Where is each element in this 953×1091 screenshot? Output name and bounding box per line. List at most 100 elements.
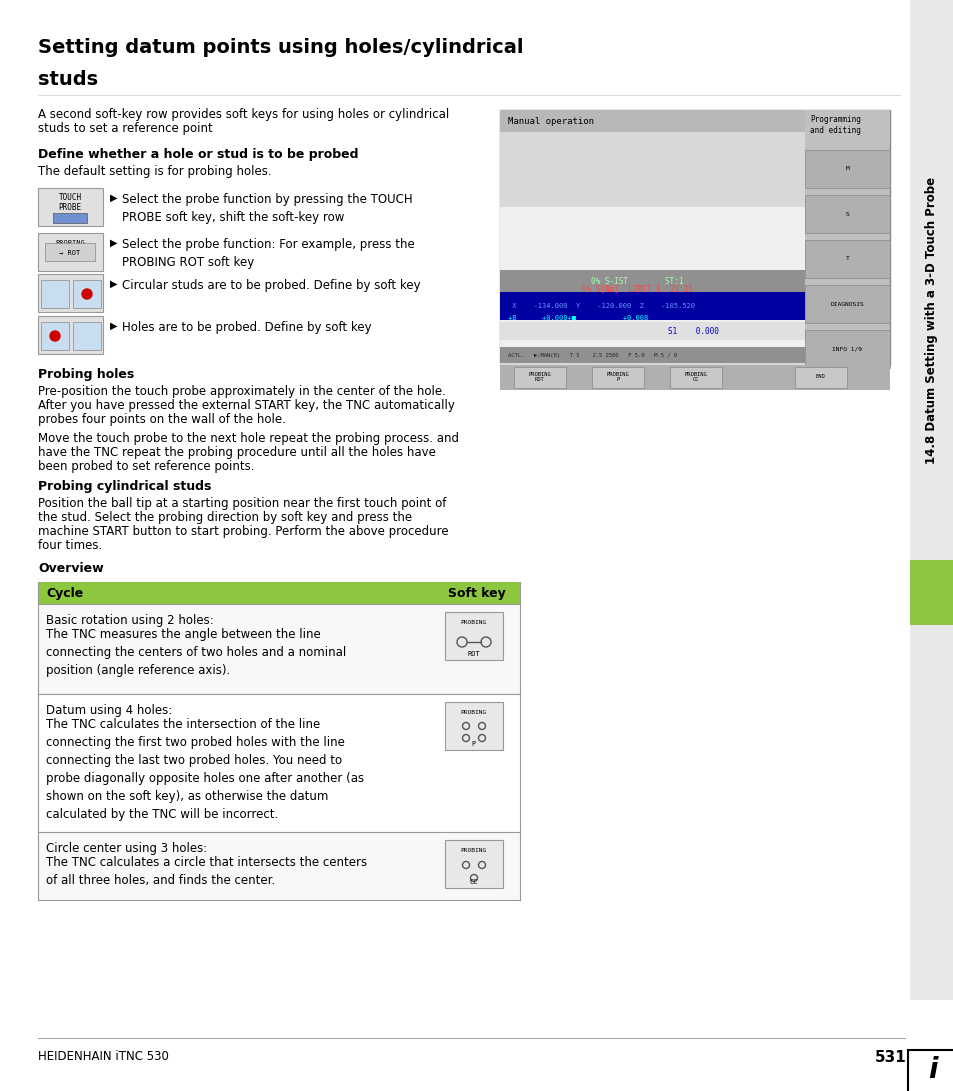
Text: A second soft-key row provides soft keys for using holes or cylindrical: A second soft-key row provides soft keys… xyxy=(38,108,449,121)
Text: Move the touch probe to the next hole repeat the probing process. and: Move the touch probe to the next hole re… xyxy=(38,432,458,445)
Bar xyxy=(592,367,643,388)
Text: +B      +0.000+■           +0.008: +B +0.000+■ +0.008 xyxy=(507,315,648,321)
Text: machine START button to start probing. Perform the above procedure: machine START button to start probing. P… xyxy=(38,525,448,538)
Text: Pre-position the touch probe approximately in the center of the hole.: Pre-position the touch probe approximate… xyxy=(38,385,445,398)
Text: PROBING: PROBING xyxy=(55,240,85,245)
Text: Select the probe function: For example, press the
PROBING ROT soft key: Select the probe function: For example, … xyxy=(122,238,415,269)
Text: have the TNC repeat the probing procedure until all the holes have: have the TNC repeat the probing procedur… xyxy=(38,446,436,459)
Bar xyxy=(669,367,721,388)
Bar xyxy=(73,322,101,350)
Text: PROBING: PROBING xyxy=(460,709,487,715)
Text: Datum using 4 holes:: Datum using 4 holes: xyxy=(46,704,172,717)
Text: the stud. Select the probing direction by soft key and press the: the stud. Select the probing direction b… xyxy=(38,511,412,524)
Bar xyxy=(499,110,889,365)
Text: been probed to set reference points.: been probed to set reference points. xyxy=(38,460,254,473)
Text: four times.: four times. xyxy=(38,539,102,552)
Text: DIAGNOSIS: DIAGNOSIS xyxy=(830,301,863,307)
Bar xyxy=(804,195,889,233)
Text: Overview: Overview xyxy=(38,562,104,575)
Text: Circle center using 3 holes:: Circle center using 3 holes: xyxy=(46,842,207,855)
Text: ROT: ROT xyxy=(467,651,480,657)
Text: ▶: ▶ xyxy=(110,238,117,248)
Bar xyxy=(444,612,502,660)
Bar xyxy=(38,604,519,694)
Bar xyxy=(804,149,889,188)
Text: PROBING: PROBING xyxy=(460,620,487,624)
Text: 14.8 Datum Setting with a 3-D Touch Probe: 14.8 Datum Setting with a 3-D Touch Prob… xyxy=(924,177,938,464)
Bar xyxy=(804,110,889,145)
Text: INFO 1/9: INFO 1/9 xyxy=(832,347,862,351)
Bar xyxy=(794,367,846,388)
Circle shape xyxy=(50,331,60,341)
Text: PROBING
ROT: PROBING ROT xyxy=(528,372,551,383)
Bar xyxy=(444,702,502,750)
Text: i: i xyxy=(927,1056,937,1084)
Text: END: END xyxy=(815,374,824,380)
Text: 0% S[Nm]  LIMIT 1  21:21: 0% S[Nm] LIMIT 1 21:21 xyxy=(581,285,692,293)
Text: HEIDENHAIN iTNC 530: HEIDENHAIN iTNC 530 xyxy=(38,1050,169,1063)
Text: Select the probe function by pressing the TOUCH
PROBE soft key, shift the soft-k: Select the probe function by pressing th… xyxy=(122,193,413,224)
Text: studs to set a reference point: studs to set a reference point xyxy=(38,122,213,135)
Bar xyxy=(804,240,889,278)
Text: Soft key: Soft key xyxy=(448,587,505,599)
Bar xyxy=(53,213,87,223)
Bar xyxy=(41,322,69,350)
Text: Probing cylindrical studs: Probing cylindrical studs xyxy=(38,480,212,493)
Text: S1    0.000: S1 0.000 xyxy=(667,326,718,336)
Text: → ROT: → ROT xyxy=(59,250,81,256)
Text: ▶: ▶ xyxy=(110,279,117,289)
Bar xyxy=(499,110,804,365)
Text: Define whether a hole or stud is to be probed: Define whether a hole or stud is to be p… xyxy=(38,148,358,161)
Bar xyxy=(38,694,519,832)
Text: The TNC calculates a circle that intersects the centers
of all three holes, and : The TNC calculates a circle that interse… xyxy=(46,856,367,887)
Text: ▶: ▶ xyxy=(110,193,117,203)
Bar xyxy=(499,269,804,292)
Text: Manual operation: Manual operation xyxy=(507,117,594,125)
Bar xyxy=(907,1050,953,1091)
Text: TOUCH: TOUCH xyxy=(58,193,81,203)
Text: Holes are to be probed. Define by soft key: Holes are to be probed. Define by soft k… xyxy=(122,321,372,334)
Text: The TNC measures the angle between the line
connecting the centers of two holes : The TNC measures the angle between the l… xyxy=(46,628,346,678)
Text: PROBING
CC: PROBING CC xyxy=(684,372,706,383)
Bar xyxy=(499,207,804,360)
Text: PROBING
P: PROBING P xyxy=(606,372,629,383)
Text: P: P xyxy=(472,741,476,747)
Bar xyxy=(38,188,103,226)
Text: T: T xyxy=(844,256,848,262)
Bar xyxy=(38,316,103,353)
Bar xyxy=(909,560,953,625)
Bar xyxy=(38,832,519,900)
Text: studs: studs xyxy=(38,70,98,89)
Text: ▶: ▶ xyxy=(110,321,117,331)
Text: The TNC calculates the intersection of the line
connecting the first two probed : The TNC calculates the intersection of t… xyxy=(46,718,364,822)
Bar xyxy=(499,110,804,132)
Bar xyxy=(38,582,519,604)
Text: CC: CC xyxy=(469,879,477,885)
Text: Position the ball tip at a starting position near the first touch point of: Position the ball tip at a starting posi… xyxy=(38,497,446,509)
Text: ACTL.   ▶:MAN(0)   T 5    2.5 2500   F 5.0   M 5 / 9: ACTL. ▶:MAN(0) T 5 2.5 2500 F 5.0 M 5 / … xyxy=(507,352,677,358)
Bar xyxy=(38,233,103,271)
Text: Setting datum points using holes/cylindrical: Setting datum points using holes/cylindr… xyxy=(38,38,523,57)
Bar xyxy=(514,367,565,388)
Bar xyxy=(804,285,889,323)
Text: Cycle: Cycle xyxy=(46,587,83,599)
Text: After you have pressed the external START key, the TNC automatically: After you have pressed the external STAR… xyxy=(38,399,455,412)
Text: Programming
and editing: Programming and editing xyxy=(809,115,860,135)
Bar xyxy=(499,347,804,363)
Bar xyxy=(45,243,95,261)
Bar xyxy=(499,365,889,389)
Text: Circular studs are to be probed. Define by soft key: Circular studs are to be probed. Define … xyxy=(122,279,420,292)
Text: 531: 531 xyxy=(874,1050,905,1065)
Bar xyxy=(499,292,804,320)
Text: probes four points on the wall of the hole.: probes four points on the wall of the ho… xyxy=(38,413,286,425)
Text: X    -134.000  Y    -120.000  Z    -105.520: X -134.000 Y -120.000 Z -105.520 xyxy=(507,303,695,309)
Bar xyxy=(444,840,502,888)
Text: 0% S-IST        ST:1: 0% S-IST ST:1 xyxy=(590,276,682,286)
Bar xyxy=(41,280,69,308)
Text: PROBE: PROBE xyxy=(58,204,81,213)
Circle shape xyxy=(82,289,91,299)
Text: Probing holes: Probing holes xyxy=(38,368,134,381)
Bar xyxy=(804,329,889,368)
Bar xyxy=(499,322,804,340)
Text: The default setting is for probing holes.: The default setting is for probing holes… xyxy=(38,165,272,178)
